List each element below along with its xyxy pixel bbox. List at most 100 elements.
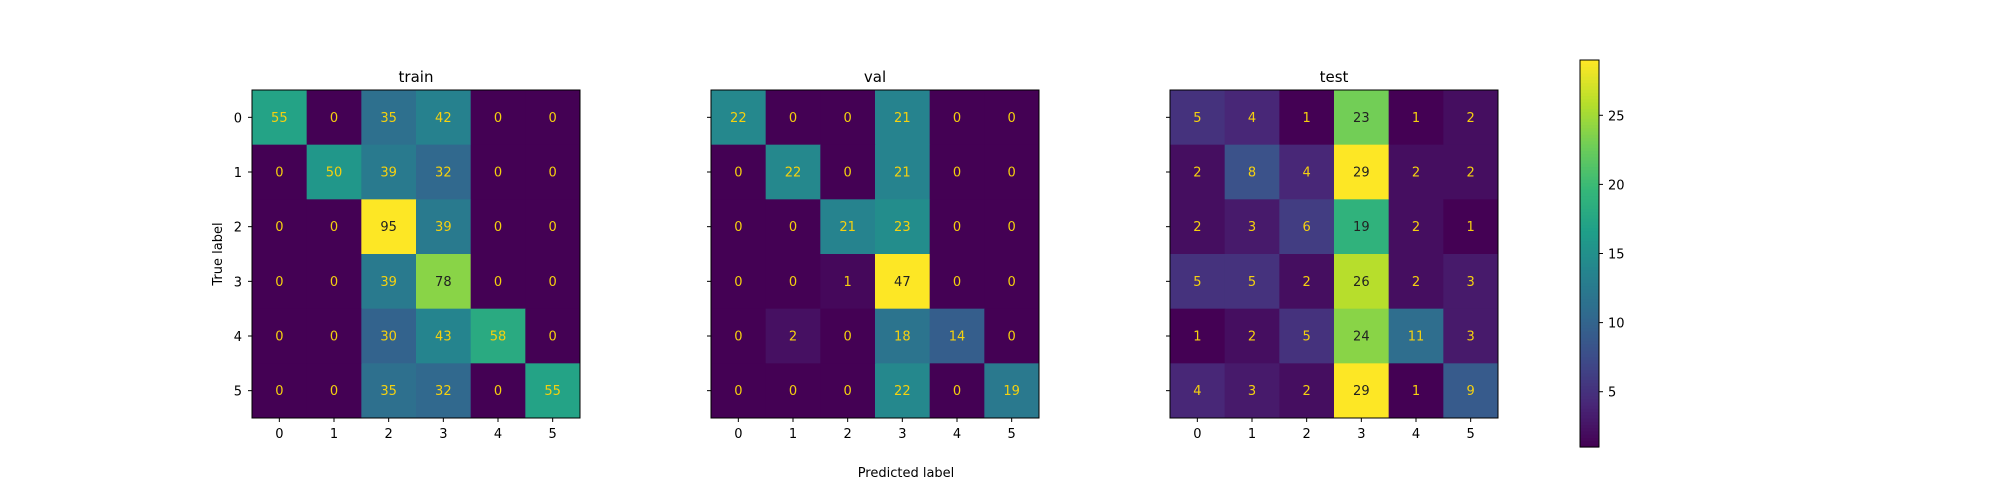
heatmap-cell [765, 363, 821, 419]
x-tick-label: 3 [1357, 427, 1365, 442]
colorbar-segment [1580, 143, 1599, 148]
cell-value-label: 3 [1467, 275, 1475, 290]
heatmap-cell [1334, 363, 1390, 419]
heatmap-cell [252, 308, 308, 364]
colorbar-segment [1580, 169, 1599, 174]
heatmap-cell [416, 90, 472, 146]
heatmap-cell [984, 308, 1040, 364]
colorbar-segment [1580, 95, 1599, 100]
heatmap-cell [711, 90, 767, 146]
heatmap-cell [252, 144, 308, 200]
colorbar-segment [1580, 234, 1599, 238]
heatmap-cell [525, 254, 581, 310]
heatmap-cell [1224, 363, 1280, 419]
colorbar-segment [1580, 385, 1599, 390]
heatmap-cell [1388, 90, 1444, 146]
cell-value-label: 3 [1248, 220, 1256, 235]
cell-value-label: 2 [1193, 166, 1201, 181]
heatmap-cell [416, 199, 472, 255]
colorbar-segment [1580, 295, 1599, 300]
y-tick-label: 3 [234, 275, 242, 290]
heatmap-cell [1443, 199, 1499, 255]
colorbar-segment [1580, 285, 1599, 290]
heatmap-cell [1279, 308, 1335, 364]
cell-value-label: 29 [1353, 384, 1370, 399]
cell-value-label: 2 [1412, 166, 1420, 181]
heatmap-cell [984, 254, 1040, 310]
heatmap-cell [1388, 308, 1444, 364]
colorbar-segment [1580, 60, 1599, 64]
cell-value-label: 23 [1353, 111, 1370, 126]
cell-value-label: 2 [1467, 111, 1475, 126]
colorbar-segment [1580, 76, 1599, 80]
heatmap-cell [1443, 308, 1499, 364]
heatmap-cell [820, 199, 876, 255]
cell-value-label: 0 [275, 220, 283, 235]
cell-value-label: 0 [494, 384, 502, 399]
x-tick-label: 1 [789, 427, 797, 442]
cell-value-label: 1 [844, 275, 852, 290]
heatmap-cell [1224, 144, 1280, 200]
colorbar-segment [1580, 408, 1599, 413]
x-tick-label: 2 [385, 427, 393, 442]
cell-value-label: 22 [894, 384, 911, 399]
heatmap-cell [984, 199, 1040, 255]
heatmap-cell [984, 90, 1040, 146]
x-tick-label: 0 [1193, 427, 1201, 442]
heatmap-cell [1334, 254, 1390, 310]
colorbar-segment [1580, 401, 1599, 406]
cell-value-label: 0 [1008, 220, 1016, 235]
cell-value-label: 23 [894, 220, 911, 235]
cell-value-label: 0 [330, 330, 338, 345]
colorbar-segment [1580, 211, 1599, 216]
heatmap-cell [252, 254, 308, 310]
heatmap-cell [1443, 254, 1499, 310]
cell-value-label: 0 [330, 111, 338, 126]
colorbar-segment [1580, 247, 1599, 251]
heatmap-cell [1443, 144, 1499, 200]
panel-frame [1169, 89, 1499, 419]
heatmap-cell [1224, 308, 1280, 364]
colorbar-segment [1580, 208, 1599, 213]
heatmap-cell [1334, 144, 1390, 200]
colorbar-segment [1580, 443, 1599, 448]
colorbar-segment [1580, 359, 1599, 364]
cell-value-label: 11 [1408, 330, 1425, 345]
cell-value-label: 1 [1412, 111, 1420, 126]
colorbar-segment [1580, 98, 1599, 103]
heatmap-cell [1170, 308, 1226, 364]
colorbar-segment [1580, 395, 1599, 400]
colorbar-segment [1580, 227, 1599, 232]
cell-value-label: 2 [1193, 220, 1201, 235]
cell-value-label: 32 [435, 384, 452, 399]
colorbar-segment [1580, 298, 1599, 303]
x-tick-label: 1 [330, 427, 338, 442]
colorbar-segment [1580, 114, 1599, 119]
heatmap-cell [1224, 254, 1280, 310]
cell-value-label: 0 [549, 111, 557, 126]
colorbar-tick-label: 5 [1608, 386, 1616, 401]
colorbar-segment [1580, 156, 1599, 161]
colorbar-segment [1580, 218, 1599, 222]
heatmap-cell [1443, 90, 1499, 146]
cell-value-label: 6 [1303, 220, 1311, 235]
cell-value-label: 1 [1193, 330, 1201, 345]
cell-value-label: 0 [549, 275, 557, 290]
cell-value-label: 4 [1303, 166, 1311, 181]
x-tick-label: 3 [439, 427, 447, 442]
panel-title-train: train [399, 68, 434, 86]
colorbar-segment [1580, 111, 1599, 116]
cell-value-label: 50 [326, 166, 343, 181]
colorbar-segment [1580, 105, 1599, 109]
cell-value-label: 2 [1303, 275, 1311, 290]
heatmap-cell [1388, 199, 1444, 255]
colorbar-segment [1580, 282, 1599, 287]
colorbar-segment [1580, 311, 1599, 316]
heatmap-cell [416, 363, 472, 419]
heatmap-cell [711, 363, 767, 419]
cell-value-label: 0 [1008, 111, 1016, 126]
cell-value-label: 22 [785, 166, 802, 181]
cell-value-label: 58 [490, 330, 507, 345]
colorbar-segment [1580, 250, 1599, 255]
heatmap-cell [765, 90, 821, 146]
